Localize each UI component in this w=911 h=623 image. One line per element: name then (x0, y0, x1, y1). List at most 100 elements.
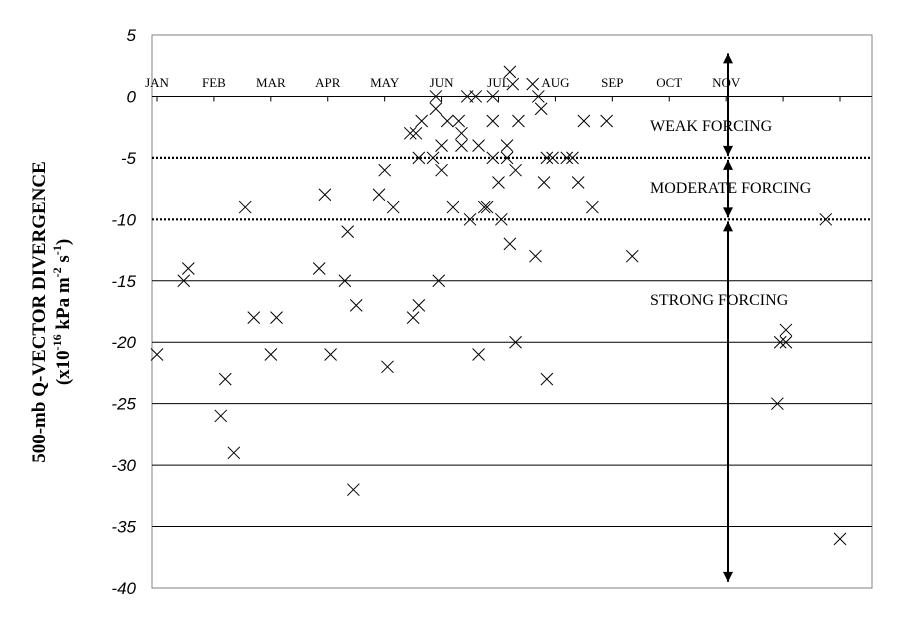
data-point (509, 335, 522, 349)
region-arrow-head-top (723, 159, 733, 170)
data-point (537, 176, 551, 189)
data-point (372, 188, 386, 202)
data-point (429, 90, 443, 103)
y-tick-label: -20 (111, 333, 136, 352)
region-arrow-head-top (723, 53, 733, 64)
month-label: MAY (370, 75, 400, 90)
data-point (381, 360, 394, 374)
month-label: MAR (256, 75, 286, 90)
data-point (318, 188, 332, 202)
region-arrow-head-bottom (723, 207, 733, 218)
data-point (531, 90, 545, 103)
data-point (463, 212, 477, 226)
data-point (440, 114, 454, 128)
y-tick-label: -30 (111, 456, 136, 475)
y-axis-units: (x10-16 kPa m-2 s-1) (50, 239, 74, 385)
data-point (247, 311, 261, 324)
region-label: MODERATE FORCING (650, 180, 812, 197)
data-point (577, 114, 591, 128)
data-point (446, 200, 460, 214)
data-point (412, 299, 426, 312)
units-exp3: -1 (50, 245, 64, 255)
data-point (560, 151, 574, 165)
region-label-bg (640, 109, 650, 129)
region-label: WEAK FORCING (650, 118, 773, 135)
month-label: JAN (145, 75, 169, 90)
data-point (412, 151, 426, 165)
data-point (625, 249, 639, 263)
month-label: AUG (541, 75, 569, 90)
data-point (503, 237, 517, 251)
data-point (771, 397, 784, 411)
data-point (586, 200, 599, 214)
data-point (779, 335, 793, 349)
data-point (238, 200, 252, 214)
data-point (324, 348, 337, 361)
data-point (435, 139, 448, 152)
data-point (181, 262, 195, 275)
data-point (500, 151, 514, 165)
units-suffix: ) (53, 239, 74, 245)
y-tick-label: 0 (127, 87, 137, 106)
month-labels: JAN FEB MAR APR MAY JUN JUL AUG SEP OCT NOV (145, 75, 741, 90)
region-label: STRONG FORCING (650, 292, 789, 309)
gridlines (152, 95, 872, 528)
data-point (264, 348, 278, 361)
data-point (512, 114, 525, 128)
data-point (218, 372, 232, 386)
data-point (540, 151, 554, 165)
data-point (452, 114, 466, 128)
y-tick-labels: 5 0 -5 -10 -15 -20 -25 -30 -35 -40 (111, 26, 136, 598)
data-point (177, 274, 191, 288)
data-point (406, 311, 420, 324)
data-point (773, 335, 787, 349)
data-point (472, 139, 485, 152)
units-mid: kPa m (53, 277, 74, 334)
data-point (347, 483, 360, 497)
data-point (477, 200, 491, 214)
data-point (509, 163, 522, 177)
data-point (529, 249, 542, 263)
units-exp2: -2 (50, 267, 64, 277)
data-point (534, 102, 548, 116)
data-point (227, 446, 241, 460)
y-tick-label: -5 (121, 149, 137, 168)
data-point (506, 77, 520, 91)
data-point (526, 77, 540, 91)
month-label: NOV (712, 75, 741, 90)
data-point (492, 176, 505, 189)
data-point (435, 163, 448, 177)
data-point (270, 311, 283, 324)
data-point (546, 151, 559, 165)
data-point (472, 348, 485, 361)
data-point (600, 114, 613, 128)
data-point (500, 139, 514, 152)
data-point (566, 151, 579, 165)
y-tick-label: -10 (111, 210, 136, 229)
data-point (409, 126, 423, 140)
data-point (833, 532, 847, 546)
data-point (540, 372, 554, 386)
data-point (349, 299, 363, 312)
month-label: SEP (601, 75, 623, 90)
data-point (386, 200, 400, 214)
units-sp: s (53, 255, 74, 267)
y-axis-title: 500-mb Q-VECTOR DIVERGENCE (x10-16 kPa m… (29, 161, 74, 463)
region-arrow-head-top (723, 221, 733, 232)
data-point (341, 225, 355, 238)
region-label-bg (640, 283, 650, 303)
region-label-bg (640, 171, 650, 191)
y-axis-label: 500-mb Q-VECTOR DIVERGENCE (29, 161, 50, 463)
data-point (480, 200, 494, 214)
data-point (426, 151, 440, 165)
data-points (150, 65, 847, 546)
y-tick-label: -40 (111, 579, 136, 598)
data-point (455, 139, 468, 152)
data-point (432, 274, 446, 288)
data-point (378, 163, 392, 177)
region-arrow-head-bottom (723, 145, 733, 156)
data-point (819, 212, 833, 226)
data-point (486, 114, 500, 128)
forcing-regions: WEAK FORCING MODERATE FORCING STRONG FORCI… (640, 53, 812, 582)
data-point (503, 65, 517, 79)
